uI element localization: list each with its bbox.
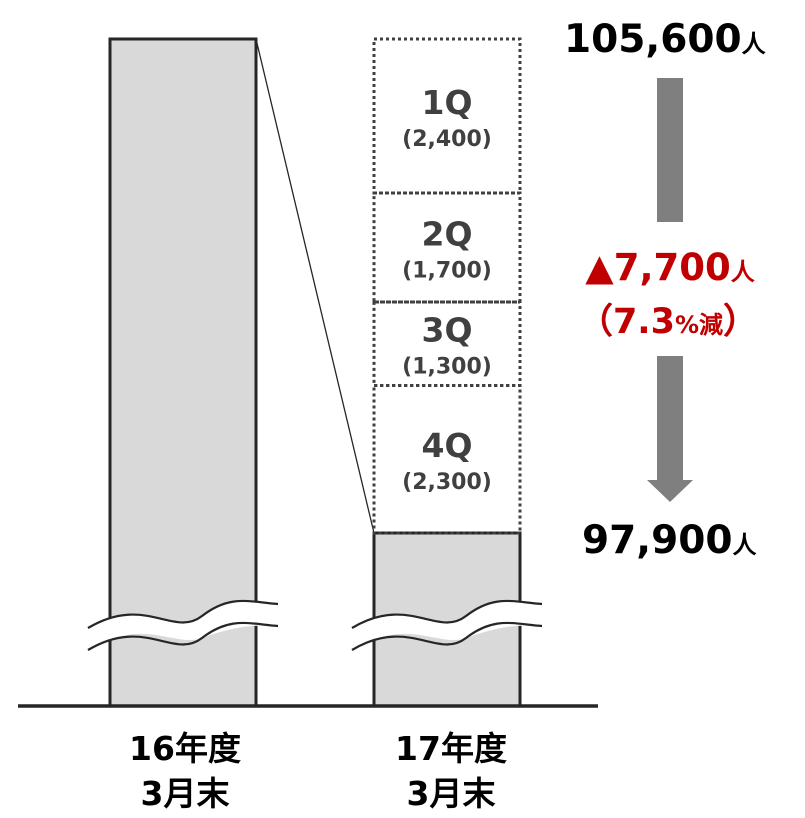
decrease-arrow-shaft-top xyxy=(657,78,683,222)
axis-break-wave-1-1 xyxy=(351,621,543,651)
axis-break-band-0 xyxy=(88,600,278,650)
decrease-arrow-shaft-bottom xyxy=(657,356,683,482)
quarter-value-1q: (2,400) xyxy=(402,127,492,152)
quarter-decrease-segments: 1Q (2,400) 2Q (1,700) 3Q (1,300) 4Q (2,300) xyxy=(372,37,522,535)
change-percent-label: （7.3%減） xyxy=(578,302,758,342)
axis-break-wave-0-0 xyxy=(87,599,279,629)
category-label-fy17-line1: 17年度 xyxy=(395,729,507,768)
axis-break-wave-0-1 xyxy=(87,621,279,651)
down-arrow-icon xyxy=(647,480,693,502)
quarter-value-3q: (1,300) xyxy=(402,355,492,380)
axis-break-band-1 xyxy=(352,600,542,650)
axis-break-marks xyxy=(87,599,543,651)
quarter-segment-2q xyxy=(372,191,522,304)
quarter-segment-4q xyxy=(372,383,522,535)
change-amount-label: ▲7,700人 xyxy=(585,246,755,289)
start-value-label: 105,600人 xyxy=(564,17,766,62)
axis-break-wave-1-0 xyxy=(351,599,543,629)
end-value-label: 97,900人 xyxy=(582,518,757,563)
bar-fy16-end xyxy=(108,37,258,708)
category-label-fy16-line2: 3月末 xyxy=(141,774,230,813)
connector-line xyxy=(255,38,375,534)
quarter-value-2q: (1,700) xyxy=(402,259,492,284)
quarter-label-1q: 1Q xyxy=(421,83,472,122)
quarter-label-3q: 3Q xyxy=(421,311,472,350)
quarter-value-4q: (2,300) xyxy=(402,470,492,495)
quarter-label-2q: 2Q xyxy=(421,215,472,254)
quarter-label-4q: 4Q xyxy=(421,426,472,465)
category-label-fy17-line2: 3月末 xyxy=(407,774,496,813)
category-label-fy16-line1: 16年度 xyxy=(129,729,241,768)
